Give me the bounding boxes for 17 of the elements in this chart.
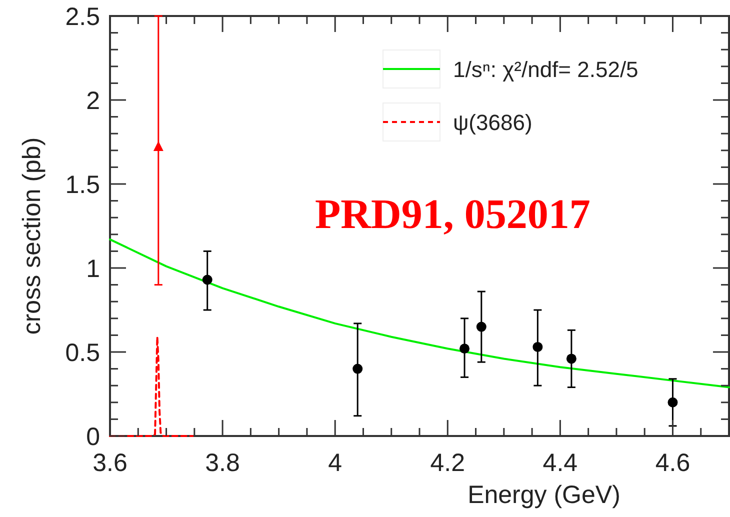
y-tick-label: 1 xyxy=(86,255,100,283)
y-tick-label: 2 xyxy=(86,87,100,115)
x-tick-label: 4.2 xyxy=(430,449,466,477)
x-tick-label: 3.6 xyxy=(92,449,128,477)
y-tick-label: 0.5 xyxy=(65,339,100,367)
x-tick-label: 4.6 xyxy=(655,449,690,477)
y-tick-label: 1.5 xyxy=(65,171,100,199)
annotation: PRD91, 052017 xyxy=(315,192,590,238)
x-tick-label: 4 xyxy=(328,449,342,477)
x-tick-label: 4.4 xyxy=(542,449,578,477)
y-tick-label: 0 xyxy=(86,423,100,451)
y-tick-label: 2.5 xyxy=(65,3,100,31)
x-tick-label: 3.8 xyxy=(205,449,240,477)
x-axis-title: Energy (GeV) xyxy=(468,481,620,509)
legend-label: 1/sⁿ: χ²/ndf= 2.52/5 xyxy=(453,57,638,82)
y-axis-title: cross section (pb) xyxy=(18,137,46,335)
legend-label: ψ(3686) xyxy=(453,110,532,135)
